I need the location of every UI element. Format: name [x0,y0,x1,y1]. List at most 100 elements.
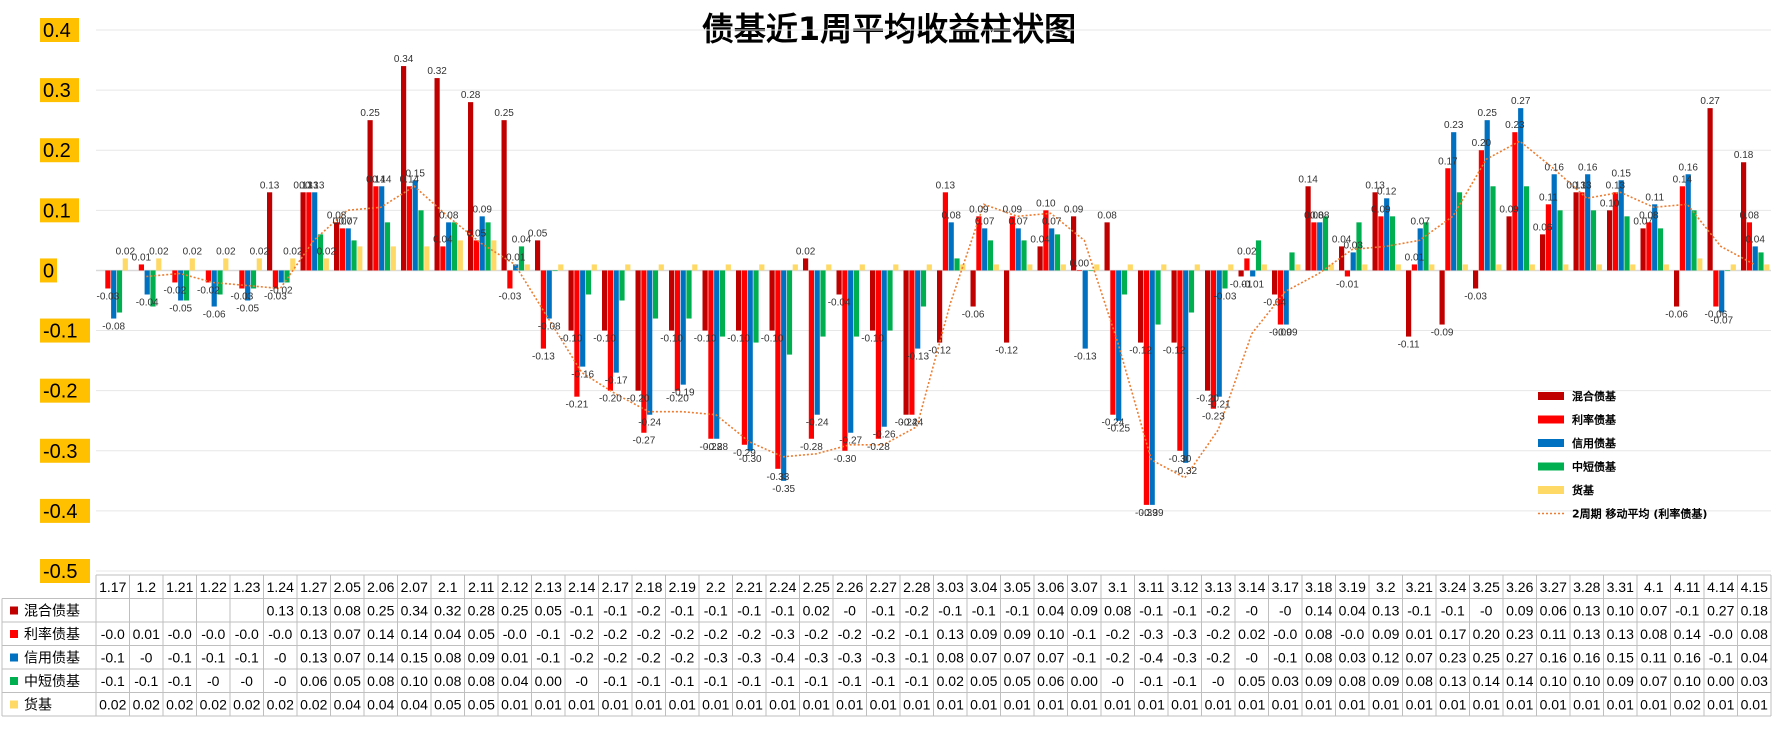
table-cell: 0.16 [1573,650,1600,666]
bar [1071,216,1077,271]
table-cell: -0.1 [134,673,158,689]
data-label: 0.04 [1745,234,1765,245]
table-cell: -0.2 [670,650,694,666]
data-label: 0.32 [427,66,447,77]
data-label: 0.06 [1533,222,1553,233]
table-cell: 0.09 [970,626,997,642]
table-cell: -0.1 [670,603,694,619]
table-cell: 0.02 [267,697,294,713]
x-tick-label: 2.26 [836,579,863,595]
bar [982,228,988,271]
table-cell: 0.13 [937,626,964,642]
bar [937,270,943,343]
bar [1161,264,1167,271]
table-cell: 0.06 [1540,603,1567,619]
data-label: -0.01 [1241,279,1264,290]
table-cell: 0.02 [99,697,126,713]
data-label: -0.08 [538,322,561,333]
bar [272,270,278,289]
x-tick-label: 1.24 [267,579,294,595]
table-cell: -0.1 [536,626,560,642]
table-cell: -0.4 [1139,650,1163,666]
bar [451,222,458,271]
table-cell: -0 [1212,673,1225,689]
bar [485,222,491,271]
x-tick-label: 2.18 [635,579,662,595]
bar [808,270,814,439]
table-cell: 0.02 [1238,626,1265,642]
x-tick-label: 2.13 [535,579,562,595]
data-label: 0.13 [1365,180,1385,191]
table-cell: 0.07 [1640,603,1667,619]
legend-swatch [1538,392,1564,400]
bar [708,270,714,439]
bar [692,264,698,271]
data-label: -0.02 [270,285,293,296]
table-cell: -0.1 [637,673,661,689]
bar [826,264,832,271]
data-label: 0.01 [1405,252,1425,263]
bar [625,264,631,271]
bar [635,270,641,391]
table-cell: 0.08 [468,673,495,689]
bar [1149,270,1155,505]
bar [138,264,144,271]
data-label: -0.21 [566,400,589,411]
data-label: -0.30 [1169,454,1192,465]
data-label: -0.03 [499,291,522,302]
table-cell: 0.04 [1037,603,1064,619]
bar [987,240,994,271]
bar [1719,270,1725,313]
x-tick-label: 3.11 [1138,579,1164,595]
table-cell: 0.13 [1372,603,1399,619]
bar [1523,186,1530,271]
bar [1730,264,1736,271]
bar [440,246,446,271]
data-label: 0.16 [1544,162,1564,173]
bar [1250,270,1256,277]
bar [658,264,664,271]
table-cell: 0.13 [1573,626,1600,642]
table-cell: 0.07 [1004,650,1031,666]
bar [239,270,245,289]
table-cell: -0.2 [637,626,661,642]
x-tick-label: 4.11 [1674,579,1700,595]
bar [401,66,407,271]
table-cell: 0.14 [1473,673,1500,689]
data-label: 0.16 [1678,162,1698,173]
table-cell: -0.2 [804,626,828,642]
chart-title: 债基近1周平均收益柱状图 [702,10,1076,48]
table-cell: -0.4 [771,650,795,666]
y-tick-label: -0.2 [43,381,77,403]
bar [669,270,675,331]
data-label: 0.15 [405,168,425,179]
table-cell: -0.3 [804,650,828,666]
bar [473,240,479,271]
bar [719,270,726,337]
x-tick-label: 1.22 [200,579,227,595]
bar [1406,270,1412,337]
bar [1049,228,1055,271]
table-cell: -0.1 [670,673,694,689]
table-cell: 0.01 [1707,697,1734,713]
bar [1305,186,1311,271]
bar [183,270,190,301]
table-cell: -0.1 [771,603,795,619]
bar [122,258,128,271]
table-cell: -0.3 [771,626,795,642]
data-label: 0.09 [472,204,492,215]
bar [312,192,318,271]
table-cell: 0.05 [434,697,461,713]
bar [1216,270,1222,397]
table-row-header: 中短债基 [24,673,80,690]
table-cell: 0.01 [1540,697,1567,713]
bar [434,78,440,271]
data-label: -0.10 [727,334,750,345]
table-cell: 0.13 [1607,626,1634,642]
bar [418,210,424,271]
table-cell: -0.3 [737,650,761,666]
table-cell: 0.05 [1004,673,1031,689]
table-cell: 0.10 [1037,626,1064,642]
data-label: 0.25 [360,108,380,119]
x-tick-label: 3.06 [1037,579,1064,595]
